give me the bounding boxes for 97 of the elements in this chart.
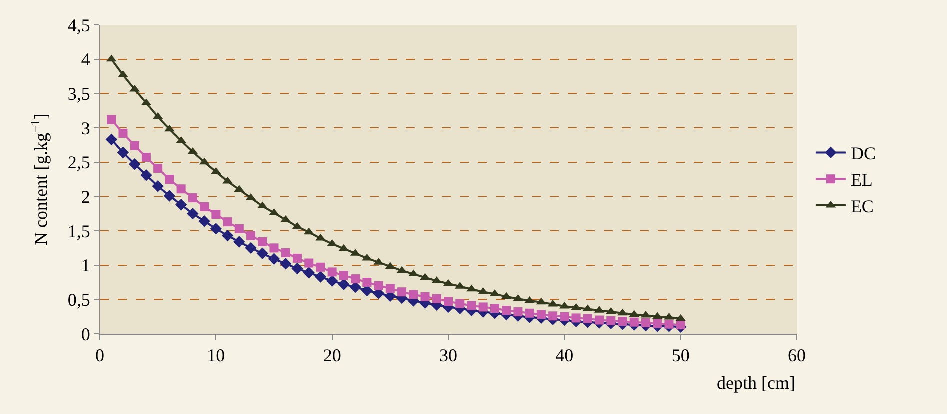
x-tick-label: 60 [788,346,806,366]
point [560,312,570,322]
point [223,218,232,227]
point [362,278,372,287]
point [502,306,512,316]
point [303,267,315,279]
point [304,258,314,268]
point [618,317,628,326]
point [664,320,674,329]
point [444,297,453,306]
point [188,194,198,203]
point [618,308,628,316]
point [212,210,221,220]
point [165,175,174,184]
point [420,292,430,302]
point [106,134,118,146]
point [478,302,488,312]
point [595,316,604,325]
point [200,202,210,212]
point [326,275,338,287]
point [583,314,592,324]
point [152,180,164,192]
y-tick-label: 4 [81,50,90,70]
point [292,262,304,275]
point [280,258,292,270]
point [374,281,384,290]
point [351,274,360,284]
point [118,128,128,138]
point [466,284,477,292]
x-tick-label: 10 [207,346,226,366]
point [653,319,662,328]
point [270,244,279,253]
point [409,290,418,300]
x-tick-label: 20 [323,346,342,366]
point [210,223,222,235]
point [268,253,280,265]
point [571,303,582,310]
point [142,153,151,162]
legend-label: EL [850,170,873,190]
point [164,124,175,132]
point [107,115,116,124]
point [572,314,581,323]
point [338,278,350,290]
point [256,248,268,260]
point [536,310,546,320]
point [176,184,186,194]
x-tick-label: 50 [672,346,690,366]
y-tick-label: 0 [81,324,90,344]
point [676,320,686,330]
legend-label: EC [850,196,874,217]
point [432,294,442,304]
point [130,141,140,150]
point [164,190,176,202]
point [548,312,558,321]
y-tick-label: 3 [81,118,90,138]
point [187,208,199,220]
point [234,224,244,234]
point [245,242,257,254]
point [140,170,152,182]
x-tick-label: 30 [440,346,458,366]
point [456,299,465,308]
point [513,294,524,302]
y-tick-label: 1 [81,256,90,276]
point [630,318,639,327]
point [514,308,523,317]
point [386,284,395,294]
point [281,248,290,258]
x-tick-label: 0 [96,346,104,366]
point [490,304,500,314]
point [641,318,650,328]
point [398,288,407,297]
point [339,271,348,280]
point [175,199,188,211]
y-tick-label: 2 [81,186,90,207]
point [258,237,268,246]
point [467,301,476,310]
point [316,262,326,272]
point [314,271,327,283]
point [328,268,337,277]
point [234,236,246,248]
point [246,231,256,240]
y-tick-label: 4,5 [68,15,90,36]
y-tick-label: 1,5 [68,221,90,242]
point [292,254,302,263]
point [198,216,210,228]
point [154,164,163,174]
legend-label: DC [850,144,876,164]
x-axis-title: depth [cm] [717,373,796,393]
point [129,158,141,170]
point [117,146,130,159]
y-tick-label: 0,5 [68,290,90,310]
point [525,308,534,318]
point [222,230,234,242]
x-tick-label: 40 [556,346,574,366]
y-tick-label: 2,5 [68,152,90,173]
point [606,316,616,326]
y-tick-label: 3,5 [68,84,90,104]
